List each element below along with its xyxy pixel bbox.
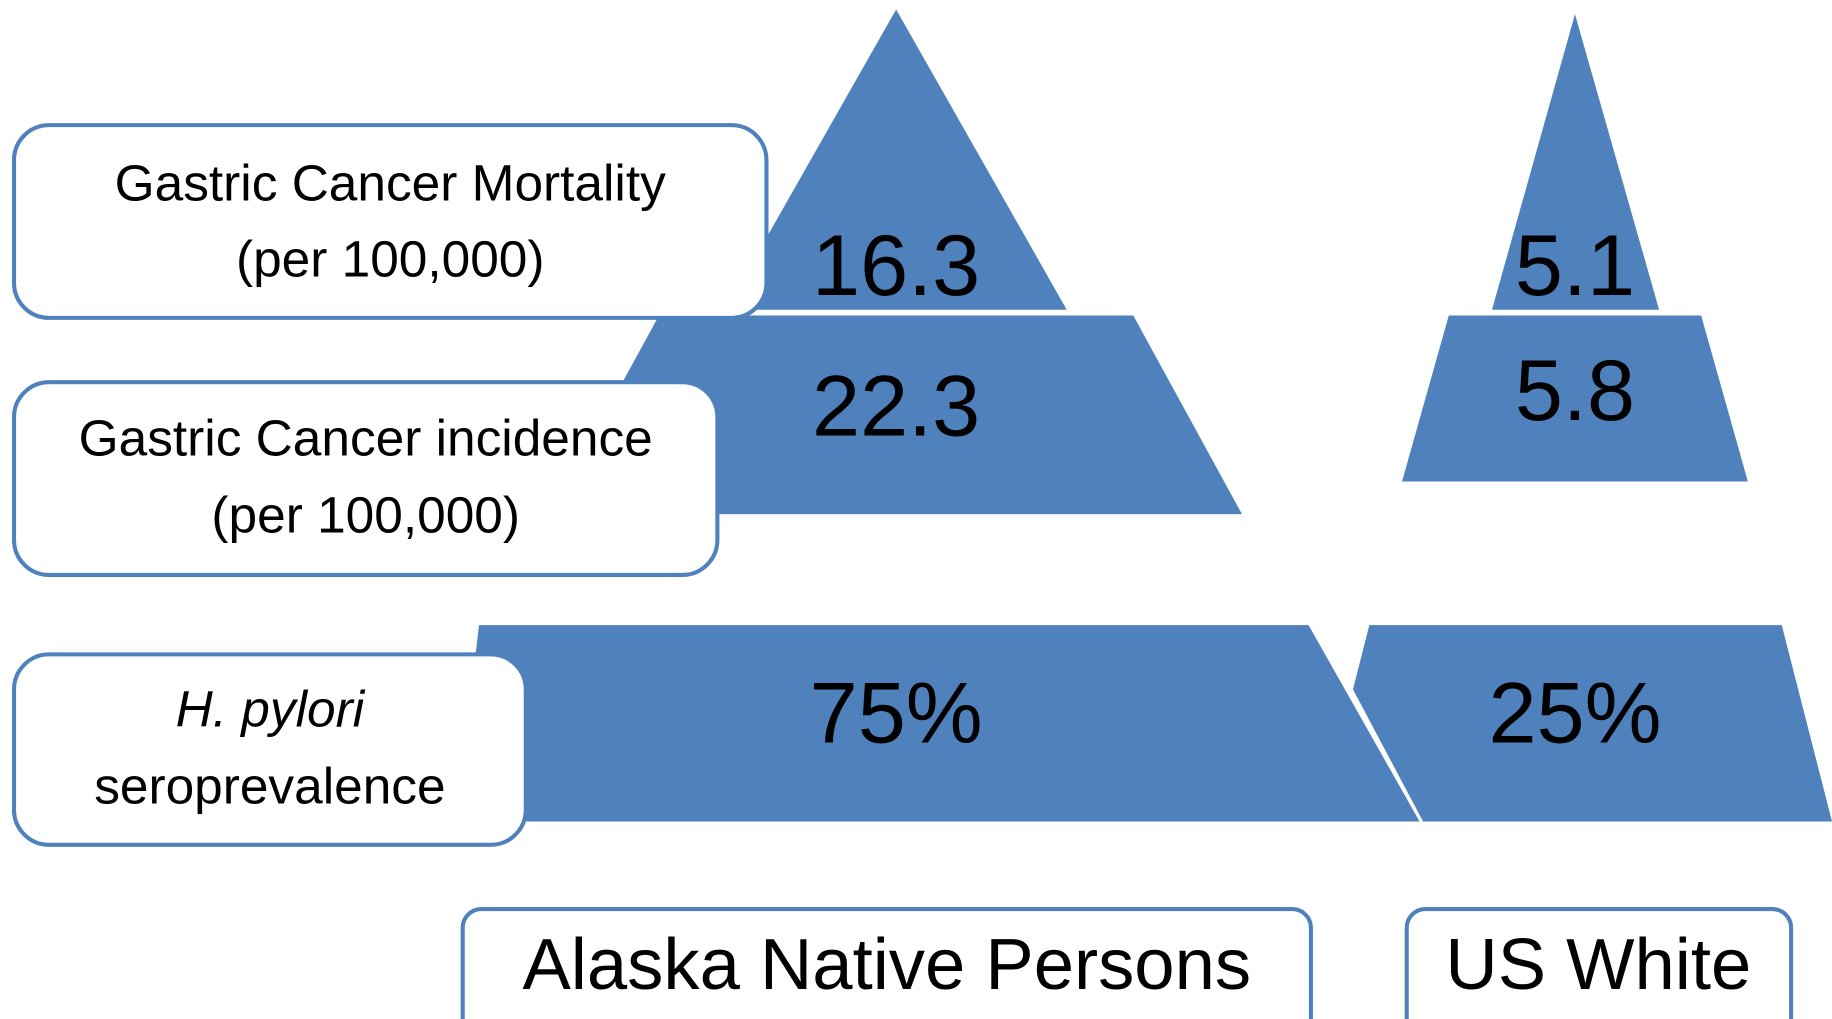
row-label: Gastric Cancer incidence — [79, 408, 653, 466]
label-box — [11, 380, 720, 577]
row-label: seroprevalence — [94, 756, 445, 814]
seroprevalence-shape — [455, 625, 1420, 822]
incidence-shape — [550, 315, 1242, 515]
row-label: (per 100,000) — [236, 230, 545, 288]
group-label: US White — [1445, 924, 1751, 1005]
value: 5.1 — [1515, 218, 1635, 314]
seroprevalence-shape — [1352, 625, 1832, 822]
value: 16.3 — [812, 218, 980, 314]
value: 25% — [1488, 666, 1661, 762]
mortality-shape — [725, 9, 1067, 310]
row-label: H. pylori — [176, 679, 366, 737]
value: 5.8 — [1515, 343, 1635, 439]
value: 75% — [810, 666, 983, 762]
group-box — [460, 907, 1313, 1019]
incidence-shape — [1402, 315, 1748, 482]
label-box — [11, 123, 769, 320]
row-label: (per 100,000) — [211, 485, 520, 543]
group-label: Alaska Native Persons — [523, 924, 1252, 1005]
row-label: Gastric Cancer Mortality — [115, 154, 666, 212]
mortality-shape — [1492, 14, 1660, 310]
value: 22.3 — [812, 358, 980, 454]
label-box — [11, 652, 528, 847]
group-box — [1404, 907, 1794, 1019]
